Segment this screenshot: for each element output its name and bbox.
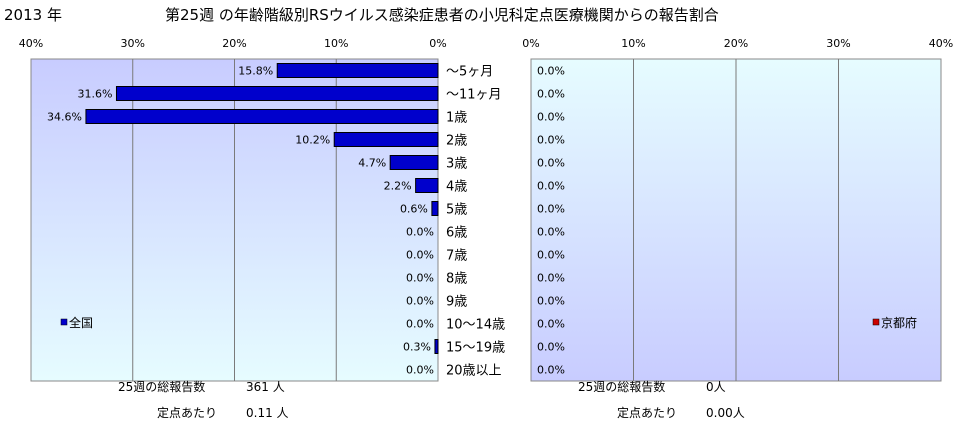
data-label: 0.0% (406, 249, 434, 262)
kyoto-per-value: 0.00人 (706, 406, 745, 420)
data-label: 0.0% (537, 88, 565, 101)
data-label: 0.3% (403, 341, 431, 354)
bar (276, 63, 439, 78)
data-label: 0.0% (406, 364, 434, 377)
tick-label: 40% (19, 37, 43, 50)
bar (85, 109, 439, 124)
data-label: 0.6% (400, 203, 428, 216)
category-label: 9歳 (446, 295, 467, 310)
data-label: 0.0% (406, 318, 434, 331)
category-label: 10～14歳 (446, 318, 505, 333)
data-label: 0.0% (537, 341, 565, 354)
data-label: 34.6% (47, 111, 82, 124)
data-label: 15.8% (238, 65, 273, 78)
chart-canvas: 40% 30% 20% 10% 0% 15.8% ～5ヶ月 31.6% ～11ヶ月 34.6% 1歳… (19, 37, 953, 382)
data-label: 10.2% (295, 134, 330, 147)
tick-label: 20% (724, 37, 748, 50)
category-label: 1歳 (446, 111, 467, 126)
tick-label: 30% (121, 37, 145, 50)
category-label: 6歳 (446, 226, 467, 241)
category-label: 5歳 (446, 203, 467, 218)
kyoto-chart: 0% 10% 20% 30% 40% 0.0% 0.0% 0.0% 0.0% 0.0% 0.0% 0.… (522, 37, 953, 382)
legend-label: 京都府 (881, 315, 917, 330)
category-label: ～11ヶ月 (446, 88, 502, 103)
tick-label: 0% (522, 37, 539, 50)
category-label: 7歳 (446, 249, 467, 264)
data-label: 0.0% (406, 272, 434, 285)
data-label: 0.0% (537, 295, 565, 308)
national-chart: 40% 30% 20% 10% 0% 15.8% ～5ヶ月 31.6% ～11ヶ月 34.6% 1歳… (19, 37, 505, 382)
data-label: 0.0% (537, 111, 565, 124)
tick-label: 20% (222, 37, 246, 50)
data-label: 0.0% (537, 318, 565, 331)
kyoto-total-value: 0人 (706, 380, 726, 394)
data-label: 31.6% (78, 88, 113, 101)
bar (333, 132, 439, 147)
national-per-value: 0.11 人 (246, 406, 289, 420)
data-label: 0.0% (537, 203, 565, 216)
data-label: 2.2% (384, 180, 412, 193)
data-label: 0.0% (537, 180, 565, 193)
data-label: 4.7% (358, 157, 386, 170)
data-label: 0.0% (406, 226, 434, 239)
year-label: 2013 年 (4, 6, 62, 24)
data-label: 0.0% (537, 157, 565, 170)
bar (115, 86, 439, 101)
bar (434, 339, 439, 354)
tick-label: 10% (621, 37, 645, 50)
bar (431, 201, 439, 216)
bar (389, 155, 439, 170)
national-per-label: 定点あたり (157, 406, 218, 420)
national-total-label: 25週の総報告数 (118, 380, 206, 394)
data-label: 0.0% (537, 65, 565, 78)
kyoto-total-label: 25週の総報告数 (578, 380, 666, 394)
category-label: 3歳 (446, 157, 467, 172)
legend-swatch (60, 318, 68, 326)
category-label: 2歳 (446, 134, 467, 149)
tick-label: 0% (429, 37, 446, 50)
category-label: ～5ヶ月 (446, 65, 493, 80)
data-label: 0.0% (537, 226, 565, 239)
tick-label: 10% (324, 37, 348, 50)
category-label: 15～19歳 (446, 341, 505, 356)
legend-label: 全国 (69, 315, 93, 330)
data-label: 0.0% (537, 364, 565, 377)
tick-label: 40% (929, 37, 953, 50)
legend-swatch (872, 318, 880, 326)
bar (415, 178, 439, 193)
category-label: 8歳 (446, 272, 467, 287)
category-label: 4歳 (446, 180, 467, 195)
chart-title: 第25週 の年齢階級別RSウイルス感染症患者の小児科定点医療機関からの報告割合 (165, 6, 719, 24)
data-label: 0.0% (406, 295, 434, 308)
category-label: 20歳以上 (446, 364, 502, 379)
kyoto-per-label: 定点あたり (617, 406, 678, 420)
data-label: 0.0% (537, 249, 565, 262)
national-total-value: 361 人 (246, 380, 285, 394)
data-label: 0.0% (537, 134, 565, 147)
tick-label: 30% (826, 37, 850, 50)
data-label: 0.0% (537, 272, 565, 285)
